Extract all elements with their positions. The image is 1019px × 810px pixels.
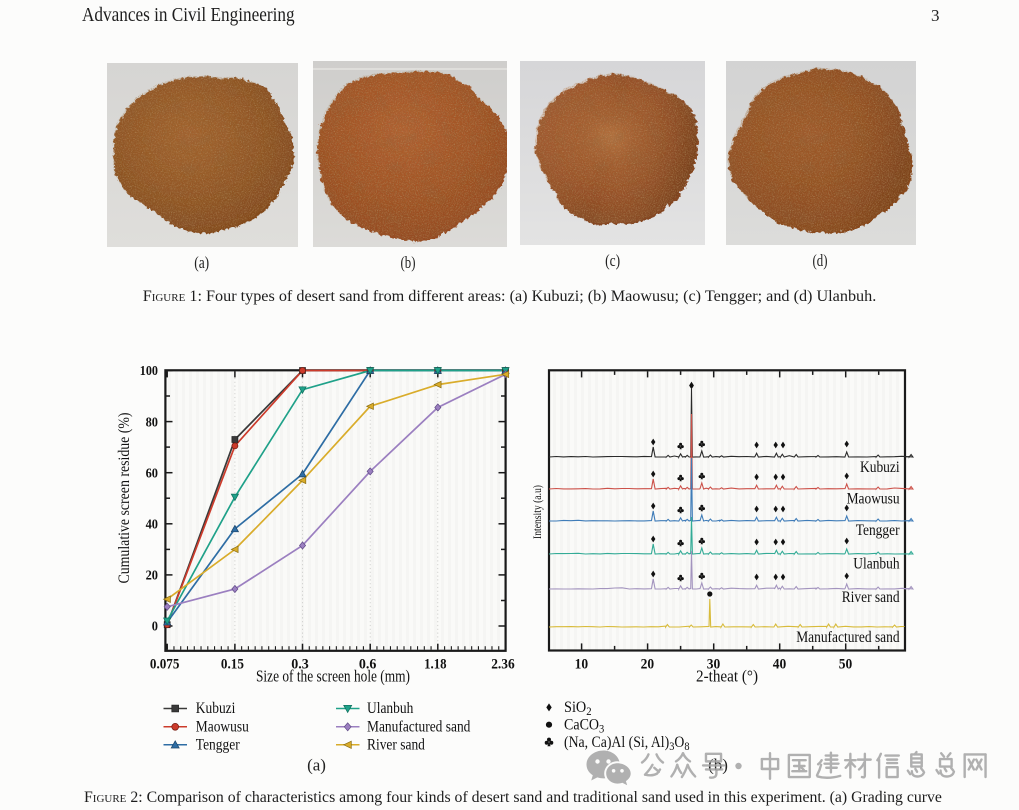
svg-text:Ulanbuh: Ulanbuh	[853, 556, 899, 573]
svg-text:Manufactured sand: Manufactured sand	[796, 629, 899, 646]
svg-text:CaCO3: CaCO3	[564, 717, 604, 736]
svg-text:60: 60	[146, 465, 159, 480]
svg-text:0.3: 0.3	[291, 656, 309, 672]
svg-text:(d): (d)	[813, 251, 828, 270]
svg-text:(a): (a)	[194, 253, 209, 272]
svg-text:(b): (b)	[401, 253, 416, 272]
svg-text:Kubuzi: Kubuzi	[860, 459, 900, 476]
svg-text:20: 20	[641, 656, 655, 672]
svg-text:20: 20	[146, 568, 159, 583]
svg-text:River sand: River sand	[367, 736, 425, 753]
svg-text:SiO2: SiO2	[564, 699, 592, 718]
svg-text:30: 30	[707, 656, 721, 672]
svg-text:(c): (c)	[605, 251, 620, 270]
svg-text:(Na, Ca)Al (Si, Al)3O8: (Na, Ca)Al (Si, Al)3O8	[564, 734, 690, 753]
svg-text:Manufactured sand: Manufactured sand	[367, 718, 470, 735]
svg-text:1.18: 1.18	[424, 656, 447, 672]
svg-text:10: 10	[575, 656, 589, 672]
svg-text:Tengger: Tengger	[196, 736, 240, 753]
svg-text:40: 40	[146, 517, 159, 532]
svg-text:2-theat (°): 2-theat (°)	[696, 667, 758, 686]
svg-text:100: 100	[140, 363, 158, 378]
svg-text:River sand: River sand	[842, 589, 900, 606]
svg-text:50: 50	[839, 656, 853, 672]
svg-text:0.6: 0.6	[359, 656, 377, 672]
svg-text:Maowusu: Maowusu	[196, 718, 249, 735]
svg-text:Tengger: Tengger	[856, 522, 900, 539]
svg-text:Ulanbuh: Ulanbuh	[367, 700, 413, 717]
svg-text:2.36: 2.36	[491, 656, 515, 672]
svg-text:Maowusu: Maowusu	[847, 491, 900, 508]
svg-text:0: 0	[152, 619, 158, 634]
svg-text:0.15: 0.15	[221, 656, 244, 672]
svg-text:0.075: 0.075	[150, 656, 180, 672]
svg-text:Kubuzi: Kubuzi	[196, 700, 236, 717]
svg-text:(a): (a)	[307, 756, 326, 775]
svg-text:Size of the screen hole (mm): Size of the screen hole (mm)	[256, 667, 410, 686]
svg-text:40: 40	[773, 656, 787, 672]
svg-text:80: 80	[146, 414, 159, 429]
svg-text:Intensity (a.u): Intensity (a.u)	[530, 485, 544, 539]
svg-text:Cumulative screen residue (%): Cumulative screen residue (%)	[116, 413, 133, 584]
